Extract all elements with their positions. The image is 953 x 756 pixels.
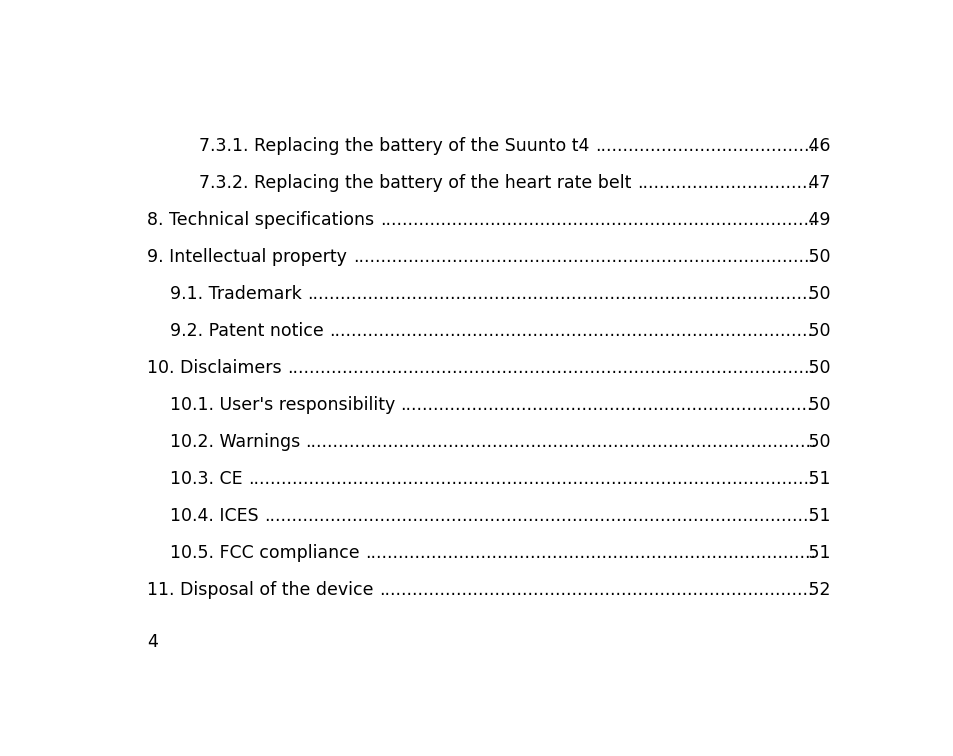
Text: ................................: ................................ [637,174,812,192]
Text: ................................................................................: ........................................… [305,432,816,451]
Text: 10.3. CE: 10.3. CE [170,469,248,488]
Text: ................................................................................: ........................................… [329,322,812,340]
Text: 9.2. Patent notice: 9.2. Patent notice [170,322,329,340]
Text: ................................................................................: ........................................… [263,507,813,525]
Text: ................................................................................: ........................................… [248,469,813,488]
Text: 47: 47 [802,174,830,192]
Text: 49: 49 [802,211,830,229]
Text: ...........................................................................: ........................................… [400,396,812,414]
Text: ................................................................................: ........................................… [287,359,815,376]
Text: ................................................................................: ........................................… [307,285,812,303]
Text: 11. Disposal of the device: 11. Disposal of the device [147,581,379,599]
Text: 10.4. ICES: 10.4. ICES [170,507,263,525]
Text: 52: 52 [802,581,830,599]
Text: 50: 50 [802,248,830,266]
Text: 8. Technical specifications: 8. Technical specifications [147,211,379,229]
Text: 51: 51 [802,507,830,525]
Text: 50: 50 [802,396,830,414]
Text: 9. Intellectual property: 9. Intellectual property [147,248,353,266]
Text: ...............................................................................: ........................................… [379,581,813,599]
Text: 50: 50 [802,285,830,303]
Text: 4: 4 [147,633,158,651]
Text: 51: 51 [802,544,830,562]
Text: 46: 46 [802,137,830,155]
Text: ...............................................................................: ........................................… [379,211,814,229]
Text: 10.1. User's responsibility: 10.1. User's responsibility [170,396,400,414]
Text: 10.5. FCC compliance: 10.5. FCC compliance [170,544,364,562]
Text: ................................................................................: ........................................… [353,248,814,266]
Text: ........................................: ........................................ [595,137,814,155]
Text: 51: 51 [802,469,830,488]
Text: 50: 50 [802,432,830,451]
Text: 9.1. Trademark: 9.1. Trademark [170,285,307,303]
Text: 7.3.2. Replacing the battery of the heart rate belt: 7.3.2. Replacing the battery of the hear… [199,174,637,192]
Text: 50: 50 [802,359,830,376]
Text: 7.3.1. Replacing the battery of the Suunto t4: 7.3.1. Replacing the battery of the Suun… [199,137,595,155]
Text: 10. Disclaimers: 10. Disclaimers [147,359,287,376]
Text: 50: 50 [802,322,830,340]
Text: ................................................................................: ........................................… [364,544,815,562]
Text: 10.2. Warnings: 10.2. Warnings [170,432,305,451]
